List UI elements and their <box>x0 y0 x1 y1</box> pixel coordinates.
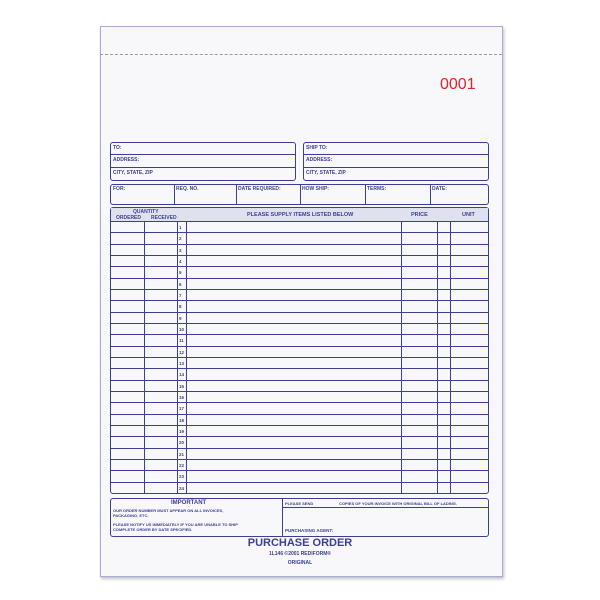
row-divider <box>111 357 488 358</box>
row-number: 1 <box>179 225 182 230</box>
row-divider <box>111 470 488 472</box>
form-number: 0001 <box>440 76 476 93</box>
important-text: PACKAGING, ETC. <box>113 513 149 518</box>
row-divider <box>111 447 488 449</box>
row-number: 22 <box>179 463 185 468</box>
ship-to-label: SHIP TO: <box>306 145 328 151</box>
row-divider <box>111 243 488 245</box>
row-divider <box>111 266 488 268</box>
row-number: 14 <box>179 372 185 378</box>
date-required-label: DATE REQUIRED: <box>238 186 281 192</box>
address-label: ADDRESS: <box>306 157 333 163</box>
row-number: 7 <box>179 293 182 298</box>
important-label: IMPORTANT <box>171 500 207 506</box>
address-label: ADDRESS: <box>113 157 140 163</box>
price-label: PRICE <box>411 212 428 218</box>
important-box: IMPORTANT OUR ORDER NUMBER MUST APPEAR O… <box>110 498 489 537</box>
quantity-label: QUANTITY <box>133 209 159 215</box>
row-number: 16 <box>179 395 185 400</box>
row-number: 6 <box>179 281 182 287</box>
product-line: 1L146 ©2001 REDIFORM® <box>268 551 332 557</box>
row-number: 23 <box>179 474 185 480</box>
please-send-label: PLEASE SEND <box>285 501 314 506</box>
row-divider <box>111 413 488 415</box>
row-divider <box>111 391 488 392</box>
perforation-line <box>100 54 502 55</box>
row-number: 8 <box>179 304 182 310</box>
to-label: TO: <box>113 145 122 151</box>
row-number: 21 <box>179 451 185 457</box>
copies-text: COPIES OF YOUR INVOICE WITH ORIGINAL BIL… <box>339 501 458 506</box>
terms-label: TERMS: <box>367 186 387 192</box>
row-number: 19 <box>179 429 185 434</box>
city-label: CITY, STATE, ZIP <box>113 170 153 176</box>
row-divider <box>111 368 488 370</box>
items-label: PLEASE SUPPLY ITEMS LISTED BELOW <box>247 212 354 218</box>
row-divider <box>111 232 488 234</box>
received-label: RECEIVED <box>151 215 177 221</box>
row-divider <box>111 289 488 290</box>
ship-to-box: SHIP TO: ADDRESS: CITY, STATE, ZIP <box>303 142 489 181</box>
row-number: 18 <box>179 417 185 423</box>
row-number: 20 <box>179 440 185 446</box>
row-number: 5 <box>179 270 182 276</box>
row-number: 15 <box>179 383 185 389</box>
row-number: 11 <box>179 338 184 344</box>
row-divider <box>111 277 488 279</box>
purchasing-agent-label: PURCHASING AGENT: <box>285 528 334 533</box>
row-divider <box>111 334 488 336</box>
row-number: 4 <box>179 259 182 264</box>
row-divider <box>111 425 488 426</box>
row-number: 12 <box>179 349 185 355</box>
ordered-label: ORDERED <box>116 215 142 221</box>
row-divider <box>111 459 488 460</box>
req-no-label: REQ. NO. <box>176 186 199 192</box>
items-table: QUANTITY ORDERED RECEIVED PLEASE SUPPLY … <box>110 207 489 494</box>
row-divider <box>111 300 488 302</box>
to-box: TO: ADDRESS: CITY, STATE, ZIP <box>110 142 296 181</box>
important-text: OUR ORDER NUMBER MUST APPEAR ON ALL INVO… <box>113 508 224 513</box>
row-number: 9 <box>179 315 182 321</box>
row-divider <box>111 255 488 256</box>
table-header <box>111 208 488 222</box>
row-number: 10 <box>179 327 185 332</box>
row-number: 24 <box>179 485 185 491</box>
row-divider <box>111 323 488 324</box>
date-label: DATE: <box>432 186 447 192</box>
city-label: CITY, STATE, ZIP <box>306 170 346 176</box>
form-sheet <box>100 26 503 577</box>
important-text: PLEASE NOTIFY US IMMEDIATELY IF YOU ARE … <box>113 522 238 527</box>
row-divider <box>111 311 488 313</box>
row-divider <box>111 345 488 347</box>
row-number: 13 <box>179 361 185 366</box>
row-divider <box>111 481 488 483</box>
important-text: COMPLETE ORDER BY DATE SPECIFIED. <box>113 527 193 532</box>
order-info-row: FOR: REQ. NO. DATE REQUIRED: HOW SHIP: T… <box>110 184 489 205</box>
row-number: 3 <box>179 247 182 253</box>
row-divider <box>111 402 488 404</box>
unit-label: UNIT <box>462 212 475 218</box>
for-label: FOR: <box>113 186 126 192</box>
row-divider <box>111 379 488 381</box>
row-number: 2 <box>179 236 182 242</box>
copy-label: ORIGINAL <box>287 560 313 566</box>
form-title: PURCHASE ORDER <box>247 537 353 549</box>
how-ship-label: HOW SHIP: <box>302 186 329 192</box>
row-number: 17 <box>179 406 185 412</box>
row-divider <box>111 436 488 438</box>
